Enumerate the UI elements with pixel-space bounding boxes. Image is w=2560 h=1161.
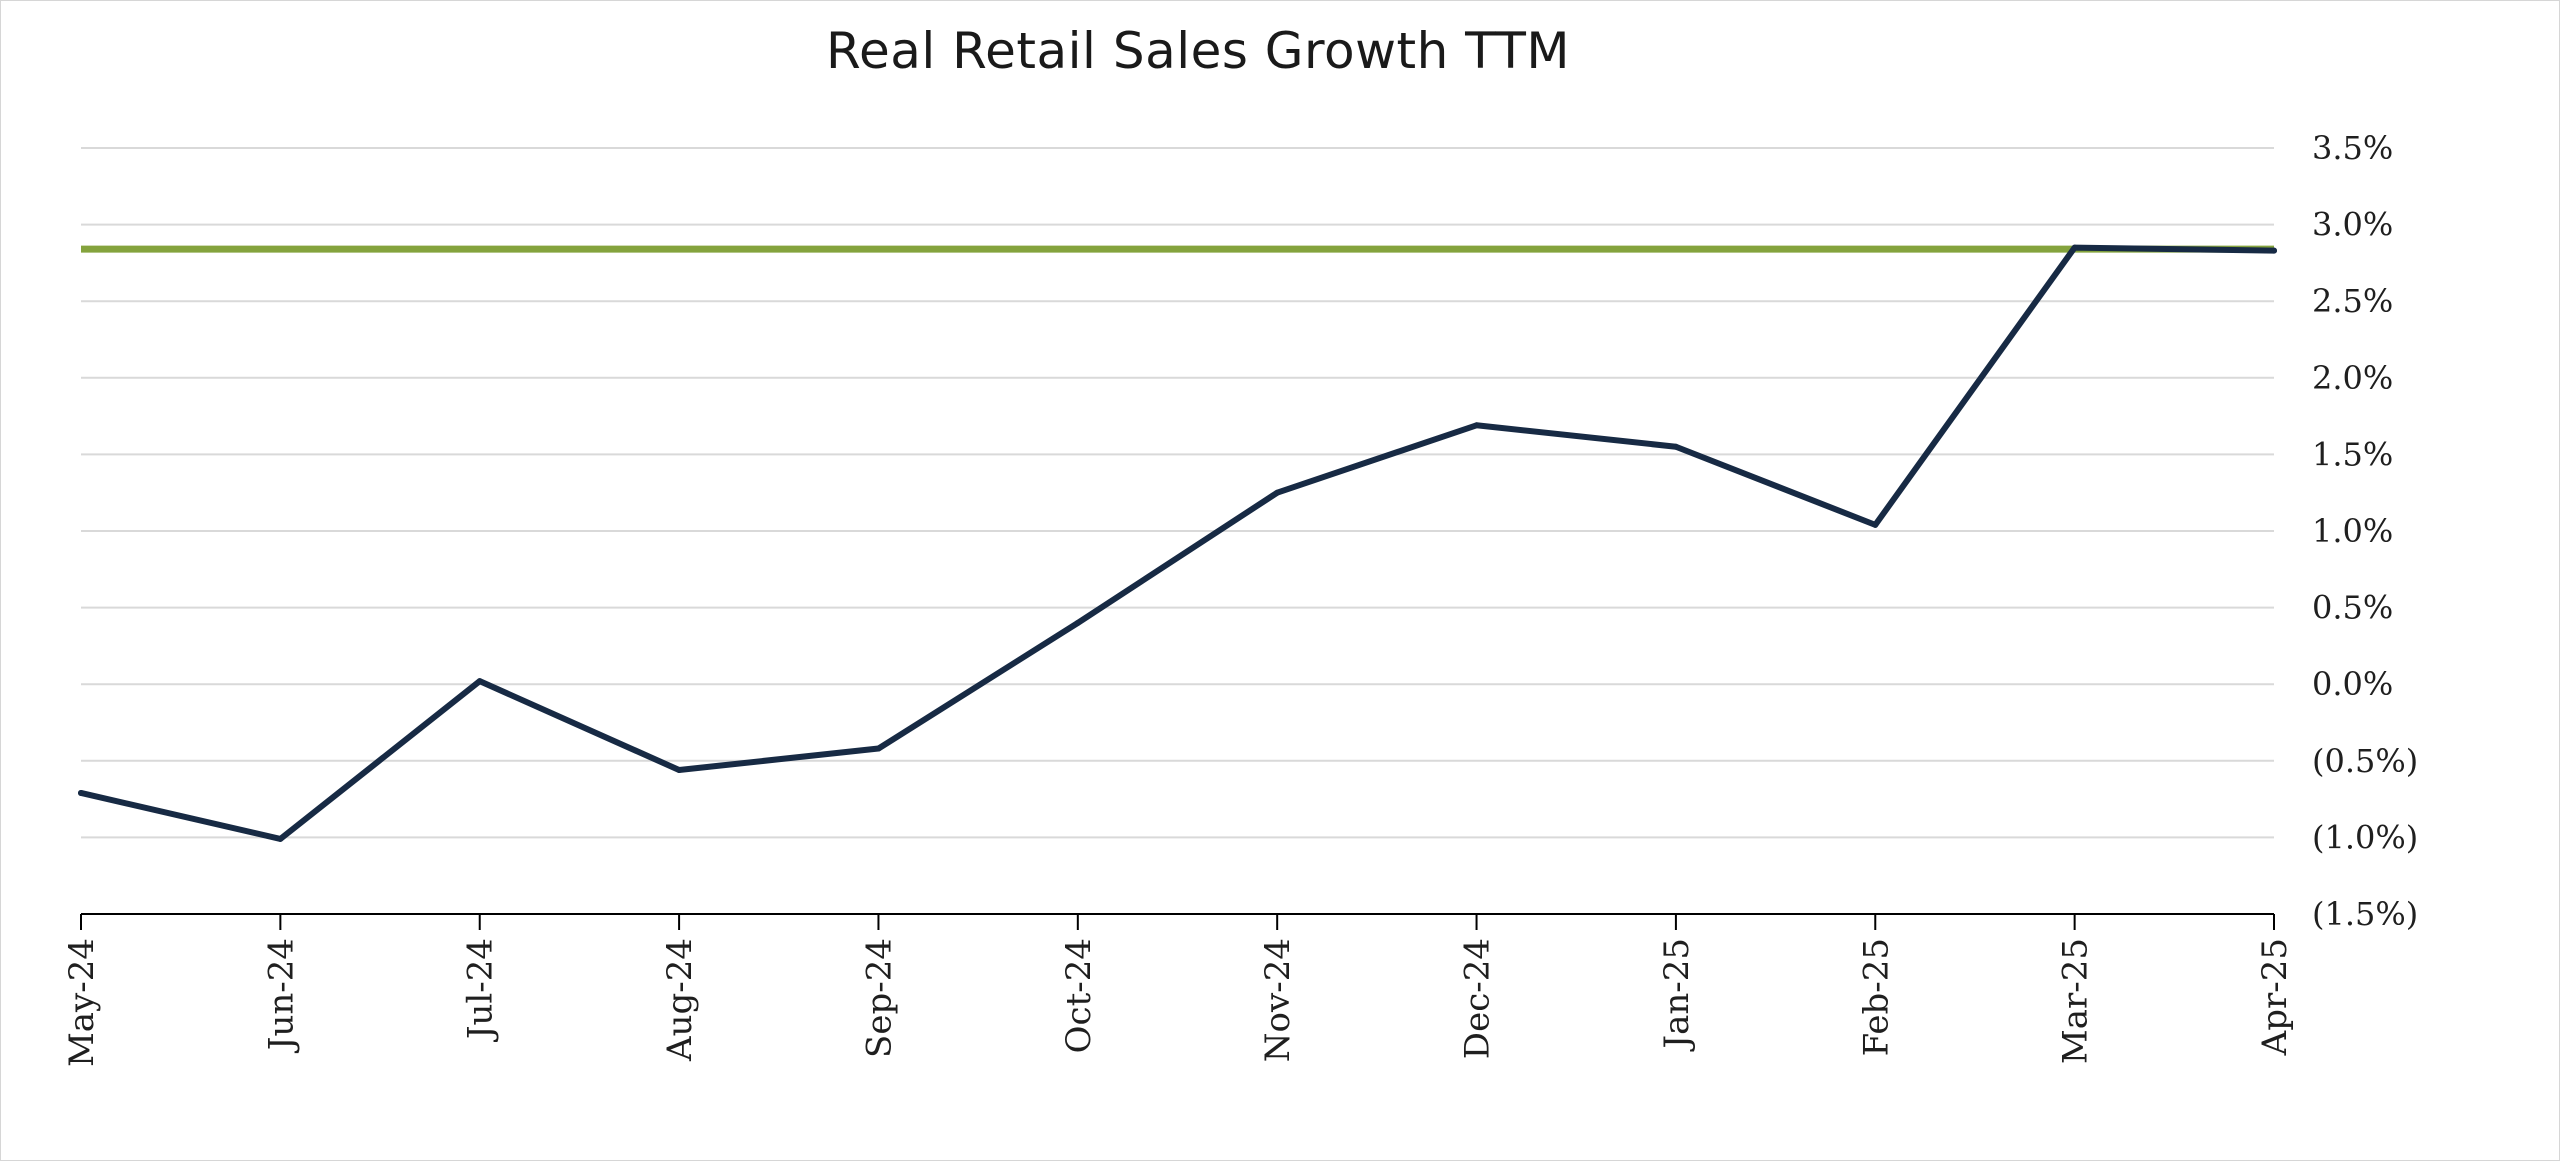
x-tick-label: Dec-24 — [1458, 938, 1498, 1059]
series-layer — [78, 244, 2277, 842]
data-point — [78, 789, 84, 796]
y-tick-label: 3.0% — [2312, 206, 2393, 244]
x-tick-label: Jan-25 — [1657, 938, 1697, 1052]
y-tick-label: (0.5%) — [2312, 742, 2418, 780]
y-tick-label: (1.5%) — [2312, 895, 2418, 933]
x-tick-label: Sep-24 — [859, 938, 899, 1058]
y-tick-label: 1.5% — [2312, 435, 2393, 473]
y-tick-label: 2.0% — [2312, 359, 2393, 397]
data-point — [676, 766, 683, 773]
data-point — [875, 745, 882, 752]
y-axis-ticks: 3.5% 3.0% 2.5% 2.0% 1.5% 1.0% 0.5% 0.0% (0.5%) (1… — [2312, 129, 2418, 933]
x-tick-label: May-24 — [62, 938, 102, 1067]
gridlines — [81, 147, 2274, 839]
data-point — [277, 835, 284, 842]
data-point — [2271, 247, 2277, 254]
x-tick-label: Mar-25 — [2056, 938, 2096, 1064]
y-tick-label: 2.5% — [2312, 282, 2393, 320]
x-tick-label: Jul-24 — [461, 938, 501, 1042]
data-point — [2071, 244, 2078, 251]
data-point — [1473, 422, 1480, 429]
data-point — [1672, 443, 1679, 450]
data-point — [476, 678, 483, 685]
y-tick-label: (1.0%) — [2312, 818, 2418, 856]
x-tick-label: Oct-24 — [1059, 938, 1099, 1053]
data-point — [1274, 489, 1281, 496]
series-line — [78, 244, 2277, 842]
y-tick-label: 0.5% — [2312, 589, 2393, 627]
x-tick-label: Apr-25 — [2255, 938, 2295, 1056]
data-point — [1074, 619, 1081, 626]
x-tick-label: Aug-24 — [660, 938, 700, 1062]
data-point — [1872, 521, 1879, 528]
y-tick-label: 3.5% — [2312, 129, 2393, 167]
x-tick-label: Feb-25 — [1856, 938, 1896, 1056]
x-axis-ticks: May-24 Jun-24 Jul-24 Aug-24 Sep-24 Oct-24 Nov-… — [62, 914, 2295, 1067]
y-tick-label: 1.0% — [2312, 512, 2393, 550]
y-tick-label: 0.0% — [2312, 665, 2393, 703]
chart-title: Real Retail Sales Growth TTM — [825, 22, 1571, 80]
x-tick-label: Nov-24 — [1258, 938, 1298, 1062]
x-tick-label: Jun-24 — [261, 938, 301, 1053]
